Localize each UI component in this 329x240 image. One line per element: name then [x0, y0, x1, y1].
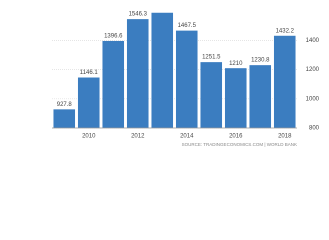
- bar: [200, 62, 223, 128]
- x-tick-label: 2010: [82, 134, 96, 140]
- y-tick-label: 800: [309, 126, 320, 132]
- bar: [102, 40, 125, 129]
- value-label: 1146.1: [80, 70, 99, 76]
- bar: [249, 65, 272, 128]
- x-tick-label: 2012: [131, 134, 145, 140]
- y-tick-label: 1000: [306, 96, 320, 102]
- bar: [273, 35, 296, 128]
- bar: [77, 77, 100, 128]
- source: SOURCE: TRADINGECONOMICS.COM | WORLD BAN…: [182, 142, 297, 147]
- value-label: 1230.8: [251, 58, 270, 64]
- value-label: 927.8: [57, 102, 73, 108]
- y-tick-label: 1400: [306, 38, 320, 44]
- x-tick-label: 2018: [278, 134, 292, 140]
- value-label: 1432.2: [276, 28, 295, 34]
- bar: [126, 19, 149, 129]
- value-label: 1467.5: [178, 23, 197, 29]
- bar: [53, 109, 76, 128]
- x-tick-label: 2014: [180, 134, 194, 140]
- bar: [175, 30, 198, 129]
- bar: [224, 68, 247, 128]
- bar: [151, 12, 174, 128]
- chart: SOURCE: TRADINGECONOMICS.COM | WORLD BAN…: [52, 12, 320, 147]
- value-label: 1251.5: [202, 55, 221, 61]
- value-label: 1396.6: [104, 34, 123, 40]
- x-tick-label: 2016: [229, 134, 243, 140]
- value-label: 1210: [229, 61, 243, 67]
- y-tick-label: 1200: [306, 67, 320, 73]
- value-label: 1546.3: [129, 12, 148, 18]
